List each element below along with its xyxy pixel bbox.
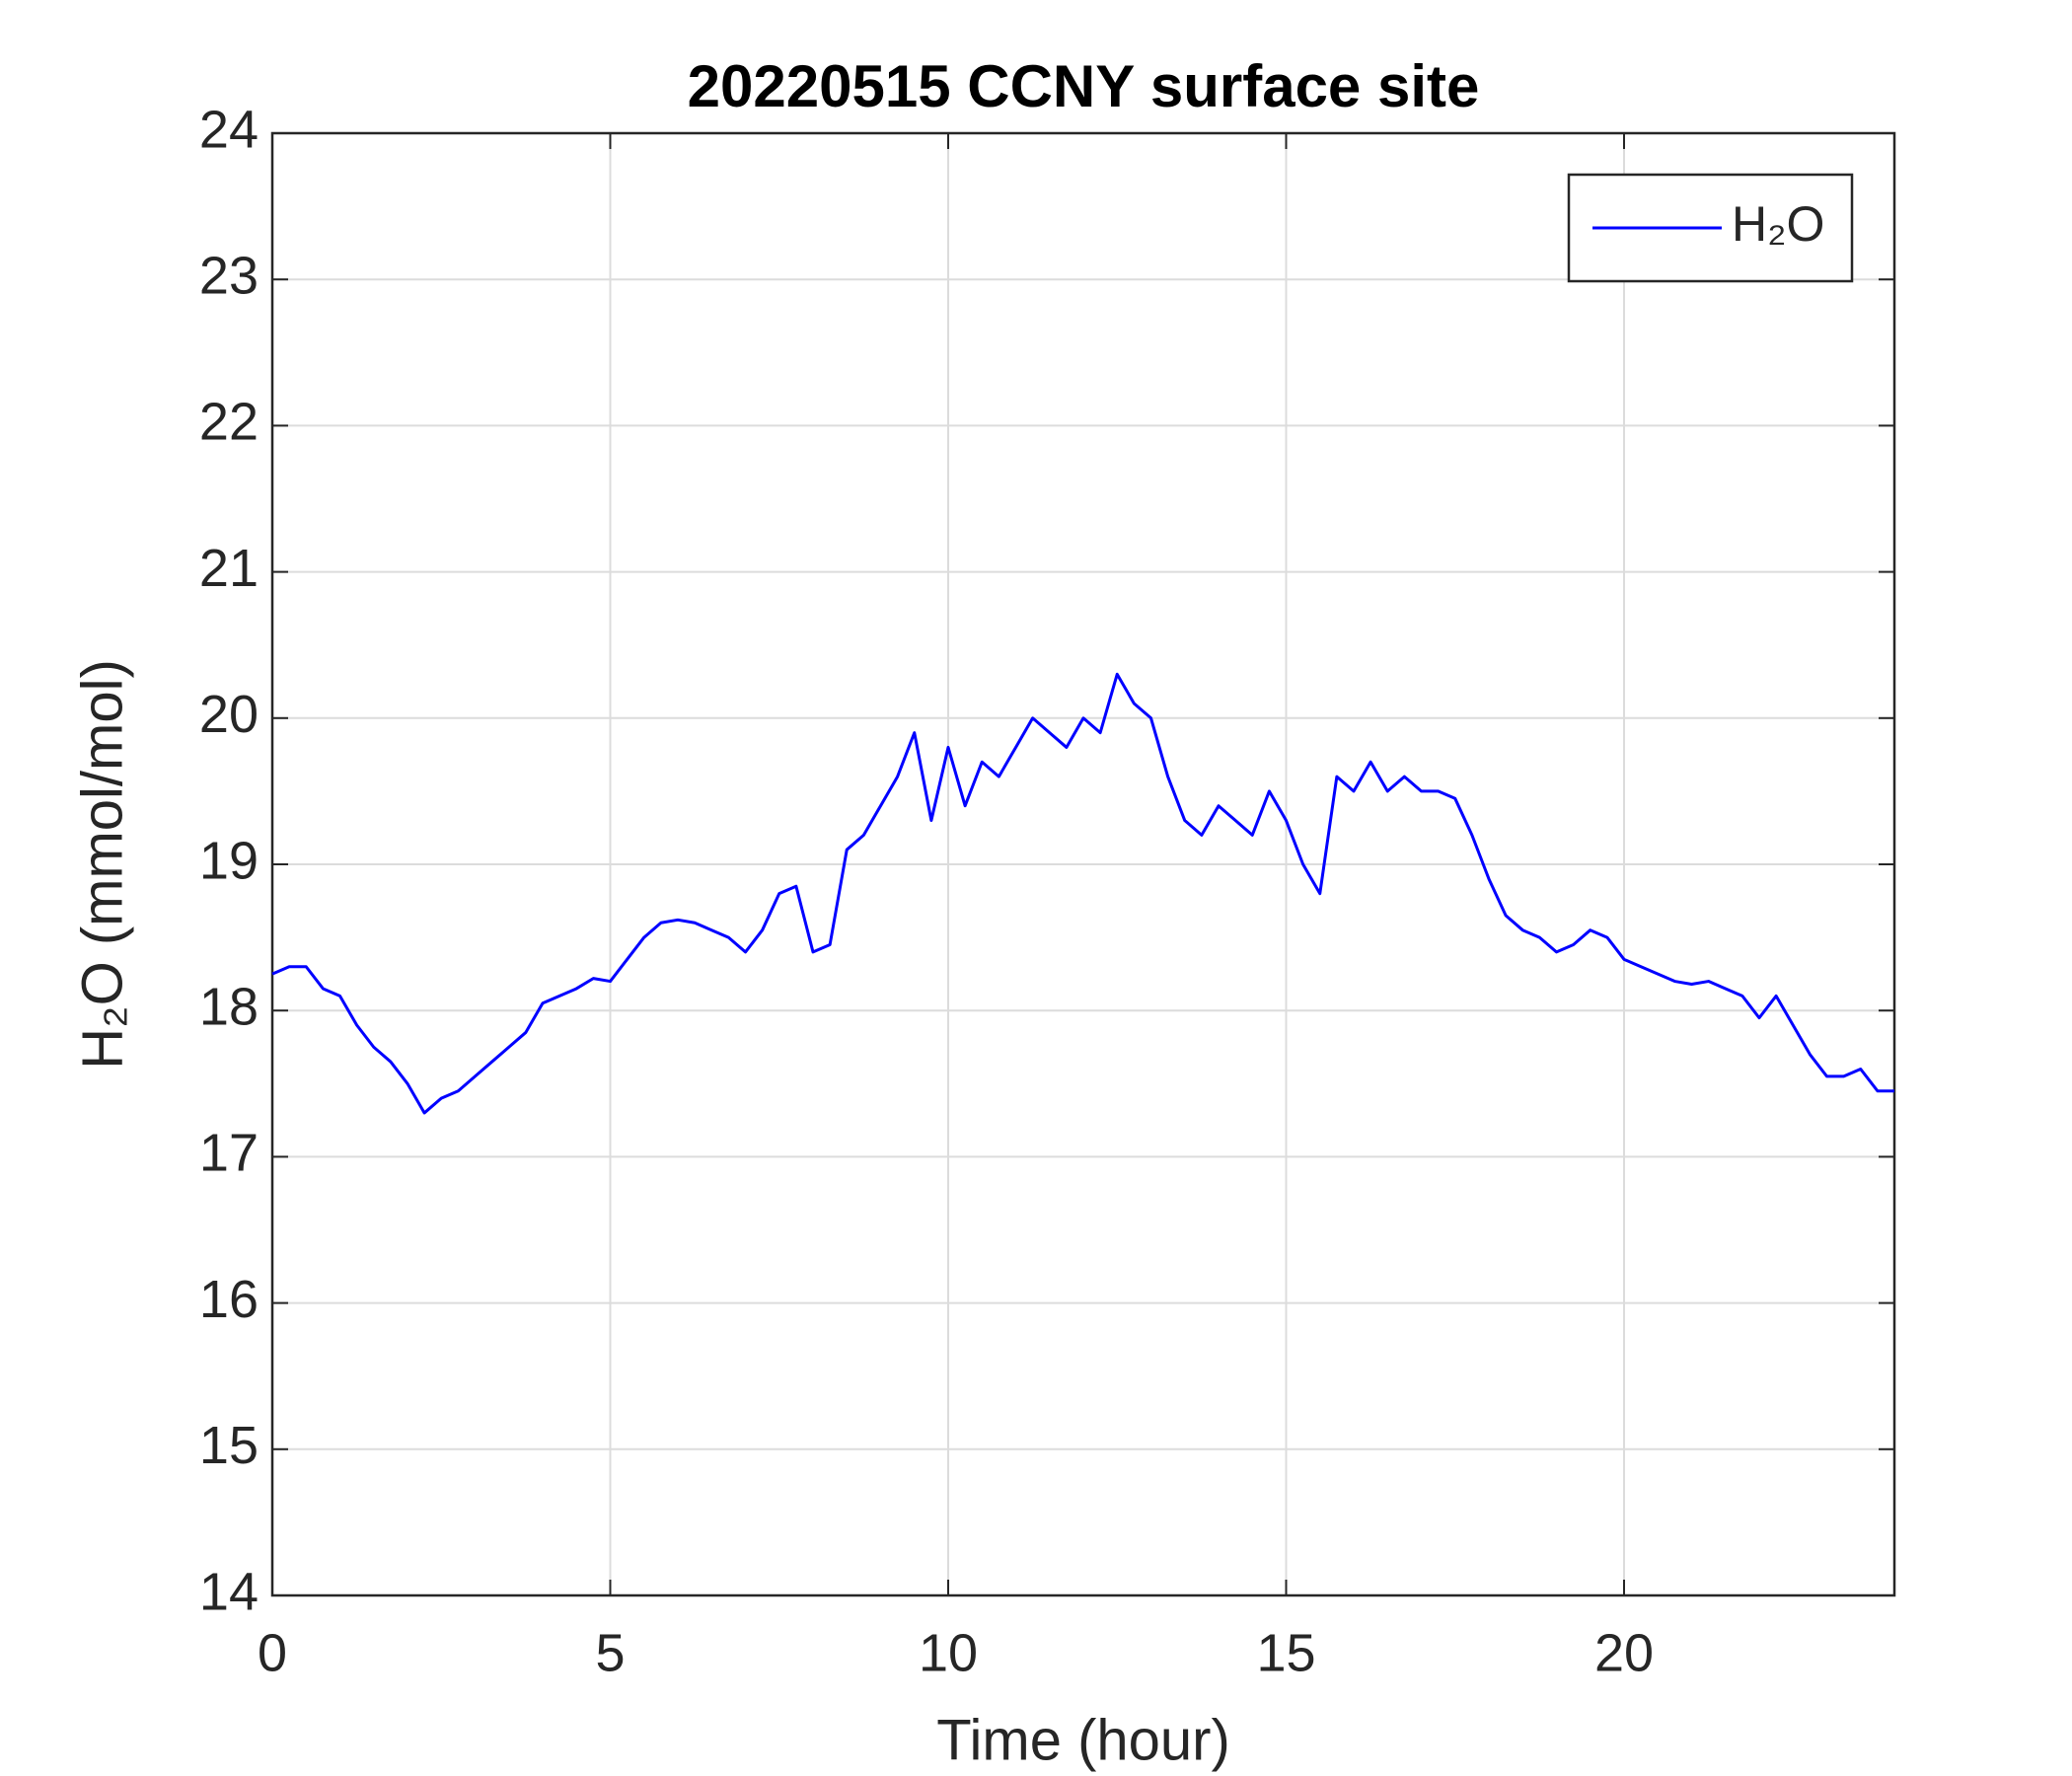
x-tick-label: 10	[919, 1623, 978, 1682]
y-tick-label: 23	[199, 246, 259, 305]
x-tick-label: 20	[1594, 1623, 1654, 1682]
y-tick-label: 21	[199, 539, 259, 598]
plot-frame	[270, 131, 1896, 1597]
y-tick-label: 15	[199, 1416, 259, 1475]
y-tick-label: 24	[199, 100, 259, 159]
y-tick-label: 16	[199, 1270, 259, 1329]
data-line	[271, 672, 1894, 1115]
x-tick-label: 0	[258, 1623, 287, 1682]
y-axis-label: H₂O (mmol/mol)	[70, 659, 134, 1070]
y-tick-label: 14	[199, 1562, 259, 1621]
legend-label: H₂O	[1732, 196, 1824, 252]
y-tick-label: 19	[199, 831, 259, 890]
y-tick-label: 20	[199, 685, 259, 744]
x-axis-label: Time (hour)	[936, 1708, 1230, 1772]
y-tick-label: 22	[199, 393, 259, 452]
y-tick-label: 17	[199, 1124, 259, 1183]
x-tick-label: 5	[595, 1623, 625, 1682]
y-tick-label: 18	[199, 977, 259, 1036]
chart-title: 20220515 CCNY surface site	[688, 53, 1480, 119]
x-tick-label: 15	[1256, 1623, 1315, 1682]
